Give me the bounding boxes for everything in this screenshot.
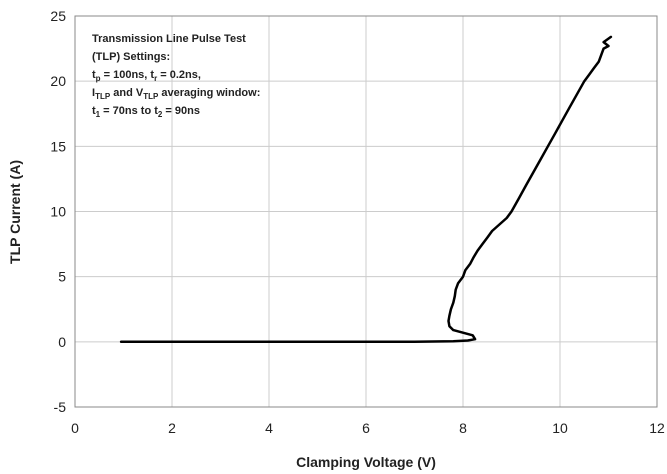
x-tick-label: 10 [552,420,568,436]
y-tick-label: 10 [50,204,66,220]
annotation-box: Transmission Line Pulse Test (TLP) Setti… [92,33,260,119]
x-tick-label: 4 [265,420,273,436]
x-tick-label: 0 [71,420,79,436]
plot-frame [74,15,658,408]
y-tick-label: 15 [50,138,66,154]
y-ticks: -5 0 5 10 15 20 25 [50,8,66,415]
x-tick-label: 12 [649,420,665,436]
y-tick-label: 20 [50,73,66,89]
y-tick-label: 5 [58,269,66,285]
y-tick-label: -5 [54,399,67,415]
annotation-line-4: ITLP and VTLP averaging window: [92,87,260,101]
x-axis-label: Clamping Voltage (V) [296,454,436,470]
x-tick-label: 8 [459,420,467,436]
y-tick-label: 25 [50,8,66,24]
x-tick-label: 2 [168,420,176,436]
annotation-line-5: t1 = 70ns to t2 = 90ns [92,105,200,119]
y-axis-label: TLP Current (A) [7,160,23,264]
annotation-line-3: tp = 100ns, tr = 0.2ns, [92,69,201,83]
annotation-line-1: Transmission Line Pulse Test [92,33,246,45]
x-ticks: 0 2 4 6 8 10 12 [71,420,665,436]
y-tick-label: 0 [58,334,66,350]
x-tick-label: 6 [362,420,370,436]
annotation-line-2: (TLP) Settings: [92,51,170,63]
series-line-tlp-curve [119,35,613,344]
